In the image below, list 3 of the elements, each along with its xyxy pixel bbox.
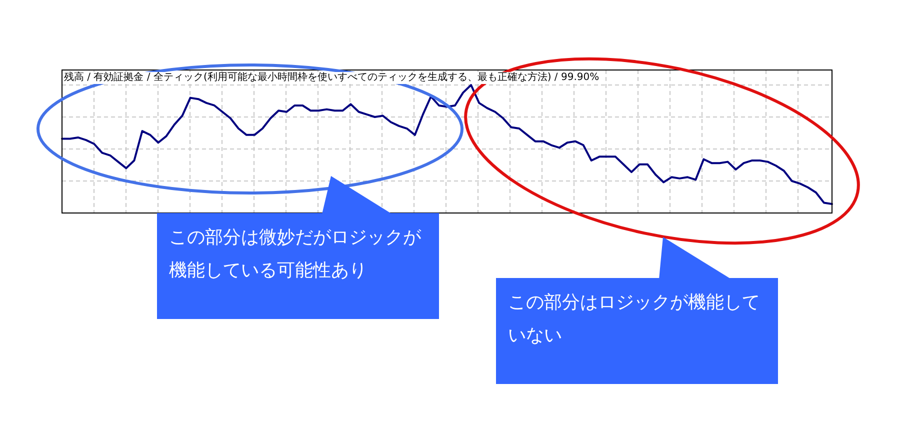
text: この部分は微妙だがロジックが機能している可能性あり [157, 213, 439, 319]
text: この部分はロジックが機能していない [496, 278, 778, 384]
chart-title: 残高 / 有効証拠金 / 全ティック(利用可能な最小時間枠を使いすべてのティックを生成する、最も正確な方法) / 99.90% [64, 72, 600, 84]
